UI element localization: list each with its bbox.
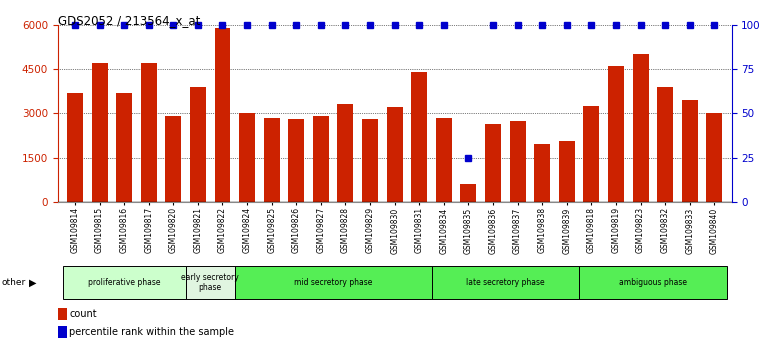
Text: late secretory phase: late secretory phase xyxy=(466,278,544,287)
Bar xyxy=(337,104,353,202)
Bar xyxy=(579,266,727,299)
Bar xyxy=(235,266,431,299)
Bar xyxy=(534,144,550,202)
Text: proliferative phase: proliferative phase xyxy=(88,278,160,287)
Bar xyxy=(431,266,579,299)
Bar xyxy=(460,184,477,202)
Bar xyxy=(116,93,132,202)
Text: other: other xyxy=(2,278,25,287)
Bar xyxy=(92,63,108,202)
Bar xyxy=(510,121,526,202)
Bar xyxy=(362,119,378,202)
Bar xyxy=(681,100,698,202)
Bar xyxy=(411,72,427,202)
Bar xyxy=(186,266,235,299)
Bar xyxy=(141,63,157,202)
Bar xyxy=(313,116,329,202)
Bar xyxy=(632,54,648,202)
Bar xyxy=(436,118,452,202)
Text: GDS2052 / 213564_x_at: GDS2052 / 213564_x_at xyxy=(58,14,200,27)
Bar xyxy=(485,124,501,202)
Bar xyxy=(263,118,280,202)
Bar xyxy=(288,119,304,202)
Bar xyxy=(190,87,206,202)
Text: early secretory
phase: early secretory phase xyxy=(181,273,239,292)
Bar xyxy=(706,113,722,202)
Bar xyxy=(584,106,599,202)
Text: count: count xyxy=(69,309,97,319)
Text: mid secretory phase: mid secretory phase xyxy=(294,278,373,287)
Bar xyxy=(608,66,624,202)
Bar xyxy=(62,266,186,299)
Text: percentile rank within the sample: percentile rank within the sample xyxy=(69,327,234,337)
Bar xyxy=(58,326,67,338)
Bar xyxy=(215,28,230,202)
Bar xyxy=(657,87,673,202)
Text: ▶: ▶ xyxy=(28,277,36,287)
Bar xyxy=(559,141,574,202)
Text: ambiguous phase: ambiguous phase xyxy=(619,278,687,287)
Bar xyxy=(67,93,83,202)
Bar xyxy=(58,308,67,320)
Bar xyxy=(239,113,255,202)
Bar xyxy=(166,116,181,202)
Bar xyxy=(387,107,403,202)
